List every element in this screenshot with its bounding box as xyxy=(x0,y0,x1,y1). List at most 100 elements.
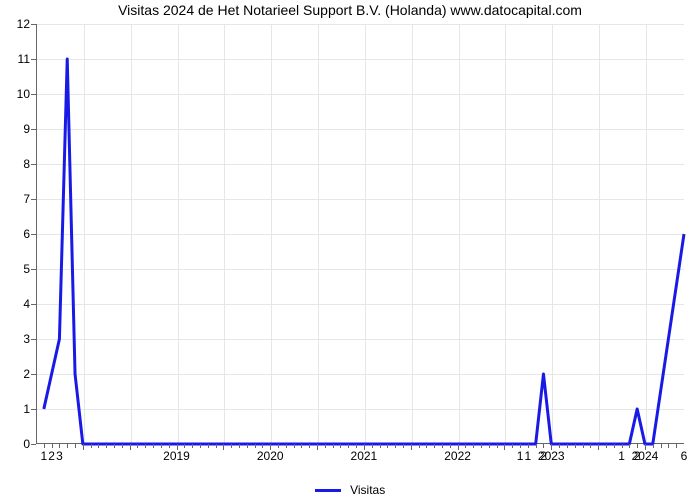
x-minor-tick xyxy=(67,444,68,448)
x-value-text: 1 xyxy=(40,449,47,463)
x-minor-tick xyxy=(481,444,482,448)
y-tick-label: 7 xyxy=(4,192,30,206)
y-tick-label: 0 xyxy=(4,437,30,451)
x-minor-tick xyxy=(450,444,451,448)
x-minor-tick xyxy=(622,444,623,448)
x-value-text: 1 xyxy=(525,449,532,463)
x-minor-tick xyxy=(325,444,326,448)
x-minor-tick xyxy=(333,444,334,448)
x-value-text: 2 xyxy=(48,449,55,463)
x-value-text: 6 xyxy=(681,449,688,463)
x-minor-tick xyxy=(543,444,544,448)
x-minor-tick xyxy=(387,444,388,448)
x-year-label: 2021 xyxy=(351,449,378,463)
x-minor-tick xyxy=(184,444,185,448)
y-tick-label: 8 xyxy=(4,157,30,171)
x-minor-tick xyxy=(559,444,560,448)
legend: Visitas xyxy=(0,482,700,497)
x-minor-tick xyxy=(614,444,615,448)
x-minor-tick xyxy=(340,444,341,448)
x-minor-tick xyxy=(380,444,381,448)
x-minor-tick xyxy=(239,444,240,448)
x-value-text: 1 xyxy=(517,449,524,463)
x-minor-tick xyxy=(536,444,537,448)
x-minor-tick xyxy=(442,444,443,448)
y-tick-label: 3 xyxy=(4,332,30,346)
x-value-text: 2 xyxy=(634,449,641,463)
x-minor-tick xyxy=(575,444,576,448)
x-minor-tick xyxy=(419,444,420,448)
x-minor-tick xyxy=(208,444,209,448)
x-minor-tick xyxy=(262,444,263,448)
x-minor-tick xyxy=(309,444,310,448)
x-minor-tick xyxy=(91,444,92,448)
x-minor-tick xyxy=(676,444,677,448)
x-year-label: 2020 xyxy=(257,449,284,463)
x-minor-tick xyxy=(395,444,396,448)
y-tick xyxy=(31,409,36,410)
x-minor-tick xyxy=(59,444,60,448)
legend-label: Visitas xyxy=(350,483,385,497)
y-tick xyxy=(31,24,36,25)
x-value-text: 2 xyxy=(540,449,547,463)
y-tick-label: 5 xyxy=(4,262,30,276)
x-minor-tick xyxy=(286,444,287,448)
x-minor-tick xyxy=(278,444,279,448)
y-tick xyxy=(31,444,36,445)
y-tick-label: 12 xyxy=(4,17,30,31)
x-minor-tick xyxy=(153,444,154,448)
x-minor-tick xyxy=(44,444,45,448)
x-minor-tick xyxy=(75,444,76,448)
y-tick-label: 11 xyxy=(4,52,30,66)
y-tick-label: 9 xyxy=(4,122,30,136)
x-minor-tick xyxy=(255,444,256,448)
x-minor-tick xyxy=(200,444,201,448)
y-tick xyxy=(31,374,36,375)
x-minor-tick xyxy=(122,444,123,448)
x-minor-tick xyxy=(668,444,669,448)
chart-svg xyxy=(36,24,684,444)
y-tick-label: 2 xyxy=(4,367,30,381)
x-minor-tick xyxy=(403,444,404,448)
x-minor-tick xyxy=(590,444,591,448)
x-minor-tick xyxy=(192,444,193,448)
x-minor-tick xyxy=(653,444,654,448)
legend-swatch xyxy=(315,489,341,492)
x-minor-tick xyxy=(629,444,630,448)
x-major-tick xyxy=(130,444,131,450)
y-tick xyxy=(31,164,36,165)
y-tick-label: 6 xyxy=(4,227,30,241)
y-tick xyxy=(31,59,36,60)
y-tick-label: 1 xyxy=(4,402,30,416)
x-minor-tick xyxy=(520,444,521,448)
x-minor-tick xyxy=(567,444,568,448)
x-minor-tick xyxy=(114,444,115,448)
chart-title: Visitas 2024 de Het Notarieel Support B.… xyxy=(0,2,700,18)
x-minor-tick xyxy=(606,444,607,448)
y-tick xyxy=(31,199,36,200)
x-minor-tick xyxy=(583,444,584,448)
x-minor-tick xyxy=(216,444,217,448)
x-minor-tick xyxy=(473,444,474,448)
x-minor-tick xyxy=(528,444,529,448)
y-tick xyxy=(31,304,36,305)
y-tick xyxy=(31,94,36,95)
x-minor-tick xyxy=(161,444,162,448)
x-minor-tick xyxy=(426,444,427,448)
x-minor-tick xyxy=(231,444,232,448)
y-tick xyxy=(31,234,36,235)
x-major-tick xyxy=(223,444,224,450)
x-minor-tick xyxy=(372,444,373,448)
x-minor-tick xyxy=(434,444,435,448)
x-minor-tick xyxy=(169,444,170,448)
y-tick-label: 4 xyxy=(4,297,30,311)
x-major-tick xyxy=(504,444,505,450)
y-tick xyxy=(31,269,36,270)
x-minor-tick xyxy=(348,444,349,448)
x-minor-tick xyxy=(512,444,513,448)
y-tick xyxy=(31,339,36,340)
x-year-label: 2019 xyxy=(163,449,190,463)
x-minor-tick xyxy=(489,444,490,448)
x-minor-tick xyxy=(137,444,138,448)
chart-container: Visitas 2024 de Het Notarieel Support B.… xyxy=(0,0,700,500)
